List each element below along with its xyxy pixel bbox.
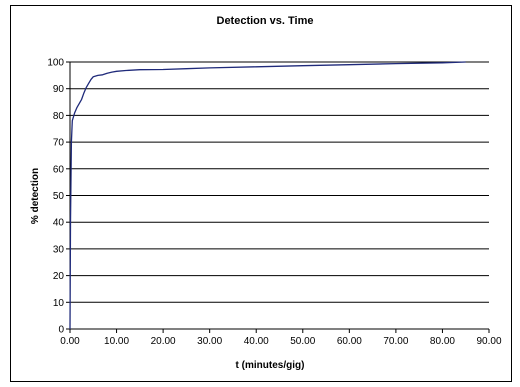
x-tick-label-5: 50.00 xyxy=(290,336,315,347)
chart-title: Detection vs. Time xyxy=(217,15,314,27)
x-tick-label-3: 30.00 xyxy=(197,336,222,347)
series-group xyxy=(69,61,466,330)
y-axis-label: % detection xyxy=(30,168,41,224)
y-tick-label-9: 90 xyxy=(53,84,65,95)
x-tick-label-0: 0.00 xyxy=(60,336,80,347)
y-tick-label-0: 0 xyxy=(58,325,64,336)
series-line-0 xyxy=(69,61,466,330)
y-tick-label-7: 70 xyxy=(53,138,65,149)
y-tick-label-5: 50 xyxy=(53,191,65,202)
y-tick-label-1: 10 xyxy=(53,298,65,309)
x-tick-label-4: 40.00 xyxy=(244,336,269,347)
x-tick-label-2: 20.00 xyxy=(151,336,176,347)
y-tick-labels: 0 10 20 30 40 50 60 70 80 90 100 xyxy=(47,58,70,336)
y-tick-label-6: 60 xyxy=(53,164,65,175)
y-tick-label-10: 100 xyxy=(47,58,64,69)
grid-lines xyxy=(70,61,489,330)
x-tick-label-9: 90.00 xyxy=(476,336,501,347)
y-tick-label-2: 20 xyxy=(53,271,65,282)
y-tick-label-4: 40 xyxy=(53,218,65,229)
x-tick-label-8: 80.00 xyxy=(430,336,455,347)
y-tick-label-8: 80 xyxy=(53,111,65,122)
chart-frame xyxy=(10,5,512,382)
x-axis-label: t (minutes/gig) xyxy=(236,360,305,371)
x-tick-label-1: 10.00 xyxy=(104,336,129,347)
x-tick-labels: 0.00 10.00 20.00 30.00 40.00 50.00 60.00 70.00 8… xyxy=(60,329,502,347)
x-tick-label-7: 70.00 xyxy=(383,336,408,347)
y-tick-label-3: 30 xyxy=(53,244,65,255)
x-tick-label-6: 60.00 xyxy=(337,336,362,347)
